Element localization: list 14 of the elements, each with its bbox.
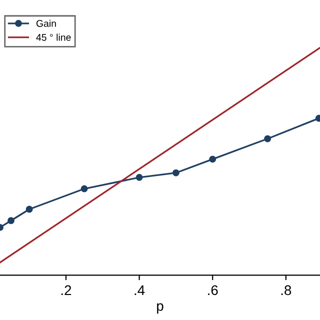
point bbox=[209, 156, 216, 163]
x-tick-label: .8 bbox=[281, 285, 292, 296]
point bbox=[136, 174, 143, 181]
point bbox=[26, 206, 33, 213]
point bbox=[172, 169, 180, 176]
point bbox=[264, 135, 272, 142]
x-tick-label: .2 bbox=[61, 285, 72, 295]
x-axis-title: p bbox=[157, 303, 164, 314]
x-tick-label: .4 bbox=[134, 285, 145, 295]
point bbox=[80, 185, 88, 192]
legend-label: Gain bbox=[36, 20, 56, 27]
point bbox=[8, 217, 14, 224]
x-tick-label: .6 bbox=[208, 285, 218, 296]
legend-label: 45 ° line bbox=[36, 34, 71, 41]
